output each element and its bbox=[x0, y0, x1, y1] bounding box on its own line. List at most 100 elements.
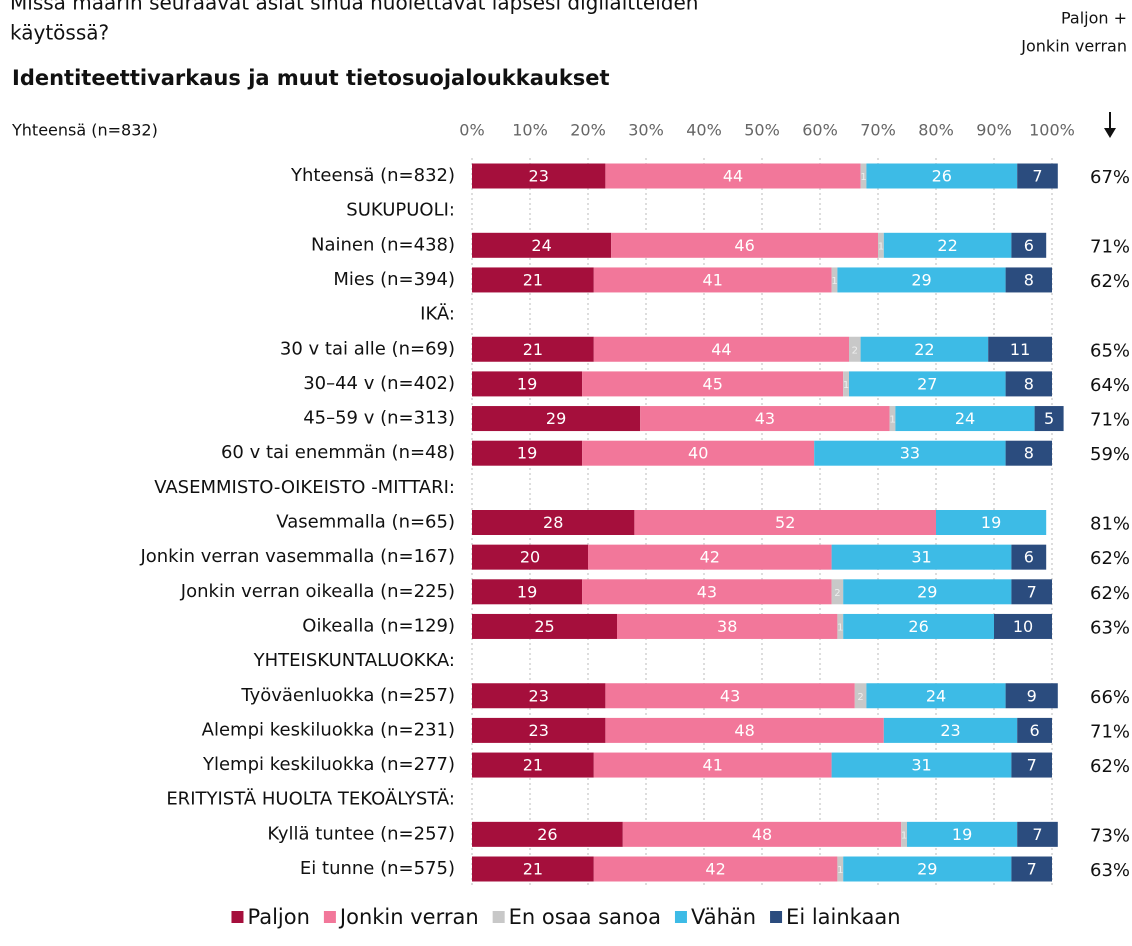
bar-segment bbox=[866, 163, 1018, 189]
bar-segment bbox=[472, 371, 583, 397]
x-tick-label: 30% bbox=[628, 121, 664, 140]
segment-label: 1 bbox=[901, 830, 907, 841]
bar-segment bbox=[582, 440, 815, 466]
segment-label: 33 bbox=[900, 444, 920, 463]
question-line: käytössä? bbox=[10, 21, 109, 45]
bar-segment bbox=[831, 579, 844, 605]
bar-segment bbox=[843, 856, 1012, 882]
segment-label: 6 bbox=[1024, 548, 1034, 567]
total-label: 59% bbox=[1090, 444, 1130, 465]
segment-label: 29 bbox=[546, 409, 566, 428]
x-tick-label: 60% bbox=[802, 121, 838, 140]
segment-label: 1 bbox=[831, 276, 837, 287]
segment-label: 7 bbox=[1032, 167, 1042, 186]
bar-segment bbox=[472, 163, 606, 189]
segment-label: 26 bbox=[908, 617, 928, 636]
segment-label: 40 bbox=[688, 444, 708, 463]
bar-segment bbox=[831, 752, 1012, 778]
total-label: 71% bbox=[1090, 410, 1130, 431]
segment-label: 1 bbox=[889, 415, 895, 426]
row-label: Jonkin verran oikealla (n=225) bbox=[180, 581, 455, 602]
row-label: Yhteensä (n=832) bbox=[290, 165, 455, 186]
x-tick-label: 100% bbox=[1029, 121, 1075, 140]
bar-segment bbox=[472, 752, 594, 778]
bar-segment bbox=[582, 371, 844, 397]
segment-label: 31 bbox=[911, 756, 931, 775]
bar-segment bbox=[1034, 406, 1064, 432]
segment-label: 1 bbox=[837, 622, 843, 633]
row-label: Mies (n=394) bbox=[333, 269, 455, 290]
row-label: Ei tunne (n=575) bbox=[300, 858, 455, 879]
x-tick-label: 80% bbox=[918, 121, 954, 140]
total-label: 71% bbox=[1090, 236, 1130, 257]
arrow bbox=[1104, 112, 1116, 138]
row-label: SUKUPUOLI: bbox=[346, 200, 455, 221]
bar-segment bbox=[843, 579, 1012, 605]
bar-segment bbox=[472, 856, 594, 882]
legend-label: Jonkin verran bbox=[338, 905, 479, 929]
segment-label: 22 bbox=[914, 340, 934, 359]
bar-segment bbox=[605, 163, 861, 189]
bar-segment bbox=[883, 717, 1018, 743]
bar-segment bbox=[622, 821, 902, 847]
segment-label: 19 bbox=[981, 513, 1001, 532]
segment-label: 19 bbox=[517, 374, 537, 393]
segment-label: 29 bbox=[917, 582, 937, 601]
bar-segment bbox=[860, 163, 867, 189]
bar-segment bbox=[1005, 440, 1052, 466]
row-label: Nainen (n=438) bbox=[311, 234, 455, 255]
bar-segment bbox=[593, 856, 838, 882]
row-label: IKÄ: bbox=[420, 304, 455, 325]
bar-segment bbox=[472, 821, 623, 847]
bar-segment bbox=[831, 267, 838, 293]
legend-label: En osaa sanoa bbox=[509, 905, 661, 929]
segment-label: 11 bbox=[1010, 340, 1030, 359]
x-tick-label: 70% bbox=[860, 121, 896, 140]
bar-segment bbox=[988, 336, 1052, 362]
segment-label: 1 bbox=[860, 172, 866, 183]
segment-label: 45 bbox=[703, 374, 723, 393]
bar-segment bbox=[837, 856, 844, 882]
bar-segment bbox=[588, 544, 832, 570]
bar-segment bbox=[634, 510, 936, 535]
bar-segment bbox=[1017, 821, 1058, 847]
segment-label: 7 bbox=[1027, 756, 1037, 775]
row-label: 60 v tai enemmän (n=48) bbox=[221, 442, 455, 463]
bar-segment bbox=[878, 232, 884, 258]
bar-segment bbox=[593, 336, 849, 362]
segment-label: 7 bbox=[1032, 825, 1042, 844]
segment-label: 21 bbox=[523, 270, 543, 289]
row-label: Kyllä tuntee (n=257) bbox=[267, 823, 455, 844]
segment-label: 24 bbox=[531, 236, 551, 255]
x-tick-label: 50% bbox=[744, 121, 780, 140]
segment-label: 2 bbox=[852, 345, 858, 356]
segment-label: 23 bbox=[529, 167, 549, 186]
bar-segment bbox=[814, 440, 1006, 466]
segment-label: 8 bbox=[1024, 270, 1034, 289]
segment-label: 19 bbox=[517, 582, 537, 601]
segment-label: 43 bbox=[720, 686, 740, 705]
totals-header: Jonkin verran bbox=[1020, 37, 1127, 56]
bar-segment bbox=[843, 371, 849, 397]
segment-label: 41 bbox=[703, 756, 723, 775]
bar-segment bbox=[617, 613, 838, 639]
legend-label: Vähän bbox=[691, 905, 756, 929]
segment-label: 43 bbox=[755, 409, 775, 428]
total-label: 65% bbox=[1090, 340, 1130, 361]
segment-label: 43 bbox=[697, 582, 717, 601]
bar-segment bbox=[866, 683, 1006, 709]
legend-label: Ei lainkaan bbox=[786, 905, 900, 929]
segment-label: 21 bbox=[523, 756, 543, 775]
question-line: Missä määrin seuraavat asiat sinua huole… bbox=[10, 0, 698, 15]
bar-segment bbox=[1011, 544, 1047, 570]
bar-segment bbox=[854, 683, 867, 709]
segment-label: 1 bbox=[878, 241, 884, 252]
bar-segment bbox=[1005, 683, 1058, 709]
row-label: Jonkin verran vasemmalla (n=167) bbox=[139, 546, 455, 567]
segment-label: 21 bbox=[523, 340, 543, 359]
row-label: 45–59 v (n=313) bbox=[303, 408, 455, 429]
bar-segment bbox=[472, 579, 583, 605]
segment-label: 52 bbox=[775, 513, 795, 532]
segment-label: 19 bbox=[952, 825, 972, 844]
